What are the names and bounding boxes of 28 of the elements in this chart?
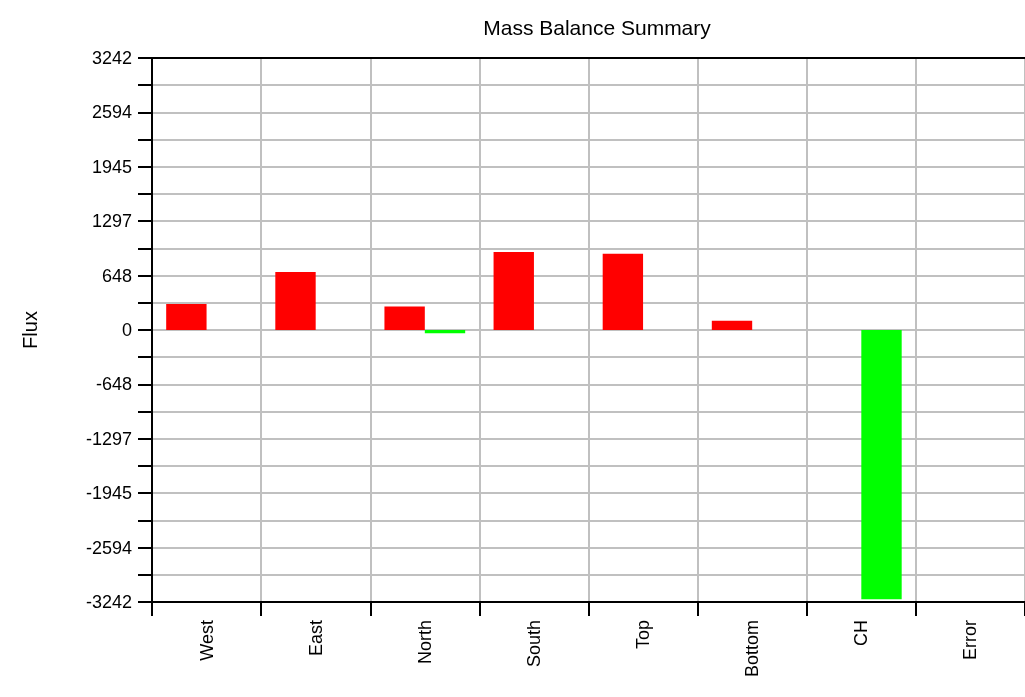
y-tick-label: 2594 bbox=[91, 102, 132, 123]
x-tick-label: CH bbox=[851, 620, 872, 646]
bar bbox=[493, 251, 534, 330]
chart-title: Mass Balance Summary bbox=[483, 16, 712, 39]
x-tick-label: West bbox=[196, 620, 217, 661]
y-tick-label: 0 bbox=[121, 320, 132, 340]
bar bbox=[861, 330, 902, 600]
y-tick-label: -2594 bbox=[85, 537, 132, 558]
y-tick-label: 1945 bbox=[91, 156, 132, 177]
x-tick-label: South bbox=[523, 620, 544, 668]
x-tick-label: North bbox=[414, 620, 435, 665]
bar bbox=[711, 320, 753, 330]
x-tick-label: Bottom bbox=[742, 620, 763, 678]
x-tick-label: East bbox=[305, 620, 326, 657]
x-tick-label: Top bbox=[633, 620, 654, 650]
y-tick-label: -3242 bbox=[85, 592, 132, 612]
x-tick-label: Error bbox=[960, 620, 981, 660]
y-tick-label: -1945 bbox=[85, 483, 132, 504]
bar bbox=[384, 306, 425, 330]
bar bbox=[602, 253, 644, 330]
y-tick-label: -648 bbox=[95, 374, 132, 395]
y-tick-label: -1297 bbox=[85, 428, 132, 449]
bar bbox=[275, 272, 316, 330]
bar bbox=[166, 303, 207, 330]
y-tick-label: 648 bbox=[101, 265, 132, 286]
y-tick-label: 3242 bbox=[91, 48, 132, 68]
y-tick-label: 1297 bbox=[91, 211, 132, 232]
y-axis-title: Flux bbox=[19, 311, 41, 349]
